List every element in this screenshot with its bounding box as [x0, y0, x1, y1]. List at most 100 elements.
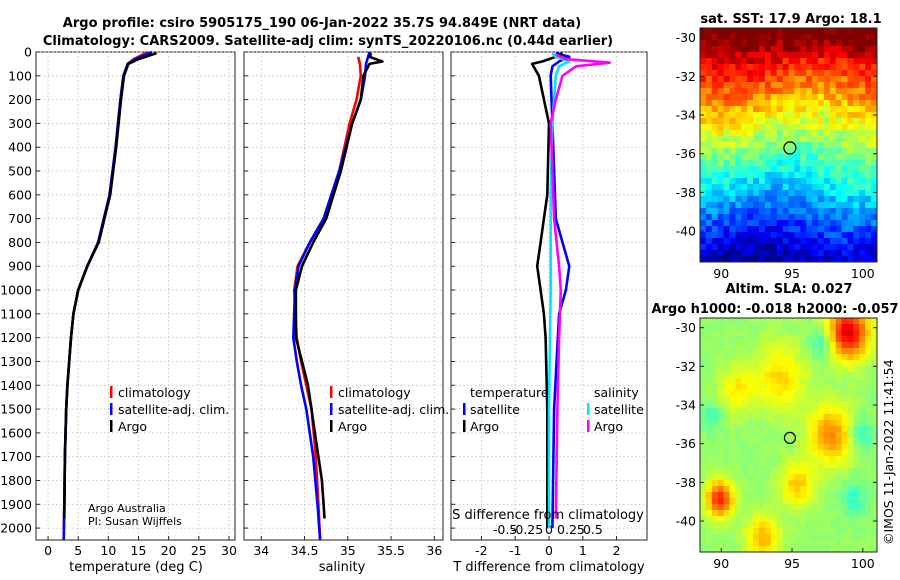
map-cell — [853, 118, 860, 125]
map-cell — [871, 420, 878, 427]
map-cell — [705, 528, 713, 535]
map-cell — [835, 82, 842, 89]
map-cell — [782, 196, 789, 203]
map-cell — [871, 336, 878, 343]
map-cell — [782, 190, 789, 197]
map-cell — [723, 232, 730, 239]
map-cell — [847, 504, 854, 511]
map-cell — [818, 28, 825, 35]
map-cell — [747, 238, 754, 245]
map-cell — [788, 52, 795, 59]
map-cell — [729, 136, 736, 143]
map-cell — [735, 220, 742, 227]
map-cell — [794, 492, 801, 499]
map-cell — [711, 112, 719, 119]
map-cell — [835, 378, 842, 385]
map-cell — [741, 76, 748, 83]
map-cell — [764, 142, 772, 149]
map-cell — [770, 124, 778, 131]
map-cell — [700, 130, 707, 137]
map-cell — [764, 450, 772, 457]
map-cell — [735, 360, 742, 367]
map-cell — [847, 486, 854, 493]
map-cell — [770, 190, 778, 197]
map-cell — [764, 34, 772, 41]
map-cell — [859, 486, 866, 493]
map-cell — [788, 118, 795, 125]
map-cell — [829, 154, 837, 161]
map-cell — [818, 154, 825, 161]
map-cell — [717, 190, 724, 197]
map-cell — [770, 492, 778, 499]
map-cell — [806, 196, 813, 203]
map-cell — [806, 58, 813, 65]
map-cell — [776, 70, 783, 77]
map-cell — [841, 366, 848, 373]
map-cell — [812, 522, 819, 529]
s-difference-x-label: S difference from climatology — [452, 508, 644, 523]
map-cell — [741, 244, 748, 251]
map-cell — [770, 196, 778, 203]
map-cell — [741, 136, 748, 143]
map-cell — [753, 214, 760, 221]
map-cell — [871, 390, 878, 397]
map-cell — [829, 88, 837, 95]
map-cell — [705, 136, 713, 143]
map-cell — [794, 220, 801, 227]
sla-map-image — [700, 318, 878, 553]
map-cell — [853, 136, 860, 143]
map-cell — [788, 142, 795, 149]
map-cell — [847, 226, 854, 233]
map-cell — [729, 82, 736, 89]
map-cell — [764, 354, 772, 361]
map-cell — [823, 384, 831, 391]
map-cell — [747, 196, 754, 203]
map-cell — [747, 130, 754, 137]
map-cell — [782, 130, 789, 137]
map-cell — [776, 82, 783, 89]
map-cell — [835, 426, 842, 433]
map-cell — [788, 372, 795, 379]
map-cell — [717, 148, 724, 155]
map-cell — [782, 462, 789, 469]
map-cell — [705, 28, 713, 35]
map-cell — [776, 354, 783, 361]
map-cell — [812, 106, 819, 113]
map-cell — [770, 426, 778, 433]
map-cell — [829, 456, 837, 463]
map-cell — [753, 70, 760, 77]
map-cell — [800, 366, 807, 373]
map-cell — [782, 238, 789, 245]
map-cell — [818, 444, 825, 451]
map-cell — [782, 402, 789, 409]
map-cell — [847, 58, 854, 65]
map-cell — [847, 354, 854, 361]
map-cell — [735, 516, 742, 523]
map-cell — [735, 28, 742, 35]
map-cell — [871, 456, 878, 463]
map-cell — [759, 360, 766, 367]
map-cell — [782, 226, 789, 233]
map-cell — [711, 220, 719, 227]
map-cell — [782, 456, 789, 463]
map-cell — [853, 184, 860, 191]
map-cell — [747, 34, 754, 41]
map-cell — [764, 324, 772, 331]
map-cell — [735, 172, 742, 179]
map-cell — [794, 516, 801, 523]
map-cell — [759, 366, 766, 373]
map-cell — [841, 94, 848, 101]
map-cell — [729, 220, 736, 227]
map-cell — [871, 130, 878, 137]
map-cell — [776, 40, 783, 47]
map-cell — [741, 378, 748, 385]
map-cell — [853, 498, 860, 505]
map-cell — [747, 480, 754, 487]
map-cell — [841, 354, 848, 361]
map-cell — [759, 540, 766, 547]
map-cell — [871, 172, 878, 179]
map-cell — [818, 232, 825, 239]
map-cell — [753, 498, 760, 505]
credit-org: Argo Australia — [88, 502, 166, 515]
map-cell — [741, 480, 748, 487]
